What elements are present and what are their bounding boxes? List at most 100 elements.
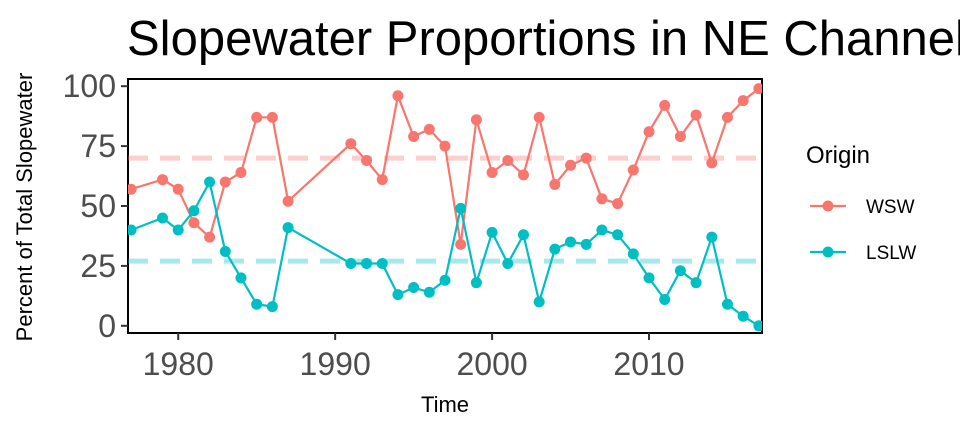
wsw-point — [470, 114, 482, 126]
wsw-point — [596, 193, 608, 205]
lslw-point — [188, 205, 200, 217]
x-tick-label: 2010 — [613, 346, 684, 382]
lslw-point — [517, 229, 529, 241]
wsw-point — [235, 166, 247, 178]
wsw-point — [345, 138, 357, 150]
y-tick-label: 75 — [80, 128, 116, 164]
wsw-point — [612, 198, 624, 210]
x-tick-label: 1990 — [300, 346, 371, 382]
lslw-point — [549, 243, 561, 255]
chart-title: Slopewater Proportions in NE Channel — [127, 12, 960, 66]
wsw-point — [486, 166, 498, 178]
wsw-point — [188, 217, 200, 229]
wsw-point — [455, 238, 467, 250]
wsw-point — [690, 109, 702, 121]
wsw-point — [128, 183, 137, 195]
lslw-point — [565, 236, 577, 248]
wsw-point — [721, 111, 733, 123]
wsw-point — [157, 174, 169, 186]
legend: Origin WSW LSLW — [806, 142, 916, 264]
lslw-point — [643, 272, 655, 284]
lslw-point — [706, 231, 718, 243]
lslw-point — [721, 298, 733, 310]
wsw-point — [659, 99, 671, 111]
lslw-point — [282, 222, 294, 234]
legend-label: LSLW — [866, 243, 916, 264]
y-axis-title: Percent of Total Slopewater — [12, 73, 37, 342]
wsw-point — [737, 95, 749, 107]
lslw-point — [266, 301, 278, 313]
lslw-point — [172, 224, 184, 236]
lslw-point — [251, 298, 263, 310]
reference-lines — [128, 155, 762, 264]
wsw-point — [392, 90, 404, 102]
wsw-point — [549, 178, 561, 190]
lslw-point — [753, 320, 762, 332]
legend-item-wsw: WSW — [810, 197, 915, 218]
x-tick-label: 1980 — [143, 346, 214, 382]
wsw-point — [627, 164, 639, 176]
wsw-point — [643, 126, 655, 138]
wsw-point — [282, 195, 294, 207]
series-lines — [130, 87, 760, 327]
wsw-point — [219, 176, 231, 188]
y-tick-label: 0 — [98, 308, 116, 344]
x-axis: 1980 1990 2000 2010 — [143, 333, 685, 382]
wsw-point — [266, 111, 278, 123]
lslw-point — [235, 272, 247, 284]
wsw-point — [376, 174, 388, 186]
lslw-point — [376, 258, 388, 270]
legend-label: WSW — [866, 197, 915, 218]
legend-title: Origin — [806, 142, 870, 169]
lslw-point — [627, 248, 639, 260]
wsw-point — [361, 154, 373, 166]
lslw-point — [345, 258, 357, 270]
lslw-point — [533, 296, 545, 308]
lslw-point — [580, 238, 592, 250]
lslw-point — [219, 246, 231, 258]
lslw-point — [157, 212, 169, 224]
legend-item-lslw: LSLW — [810, 243, 916, 264]
lslw-point — [502, 258, 514, 270]
lslw-point — [596, 224, 608, 236]
y-tick-label: 100 — [63, 68, 116, 104]
wsw-point — [565, 159, 577, 171]
wsw-point — [674, 131, 686, 143]
wsw-point — [439, 140, 451, 152]
wsw-point — [533, 111, 545, 123]
lslw-point — [674, 265, 686, 277]
lslw-point — [204, 176, 216, 188]
y-tick-label: 50 — [80, 188, 116, 224]
lslw-point — [737, 310, 749, 322]
wsw-point — [753, 83, 762, 95]
wsw-point — [502, 154, 514, 166]
x-axis-title: Time — [421, 392, 469, 417]
lslw-point — [470, 277, 482, 289]
wsw-point — [251, 111, 263, 123]
lslw-point — [659, 293, 671, 305]
lslw-point — [361, 258, 373, 270]
lslw-point — [439, 274, 451, 286]
x-tick-label: 2000 — [456, 346, 527, 382]
lslw-point — [690, 277, 702, 289]
lslw-point — [423, 286, 435, 298]
series-points — [128, 83, 762, 332]
lslw-point — [486, 226, 498, 238]
lslw-point — [128, 224, 137, 236]
wsw-point — [706, 157, 718, 169]
lslw-point — [392, 289, 404, 301]
y-axis: 0 25 50 75 100 — [63, 68, 128, 344]
lslw-point — [408, 281, 420, 293]
legend-key-point — [822, 246, 834, 258]
lslw-point — [455, 202, 467, 214]
wsw-point — [423, 123, 435, 135]
wsw-series-line — [130, 87, 760, 245]
wsw-point — [172, 183, 184, 195]
wsw-point — [517, 169, 529, 181]
wsw-point — [580, 152, 592, 164]
legend-key-point — [822, 200, 834, 212]
lslw-point — [612, 229, 624, 241]
wsw-point — [204, 231, 216, 243]
y-tick-label: 25 — [80, 248, 116, 284]
